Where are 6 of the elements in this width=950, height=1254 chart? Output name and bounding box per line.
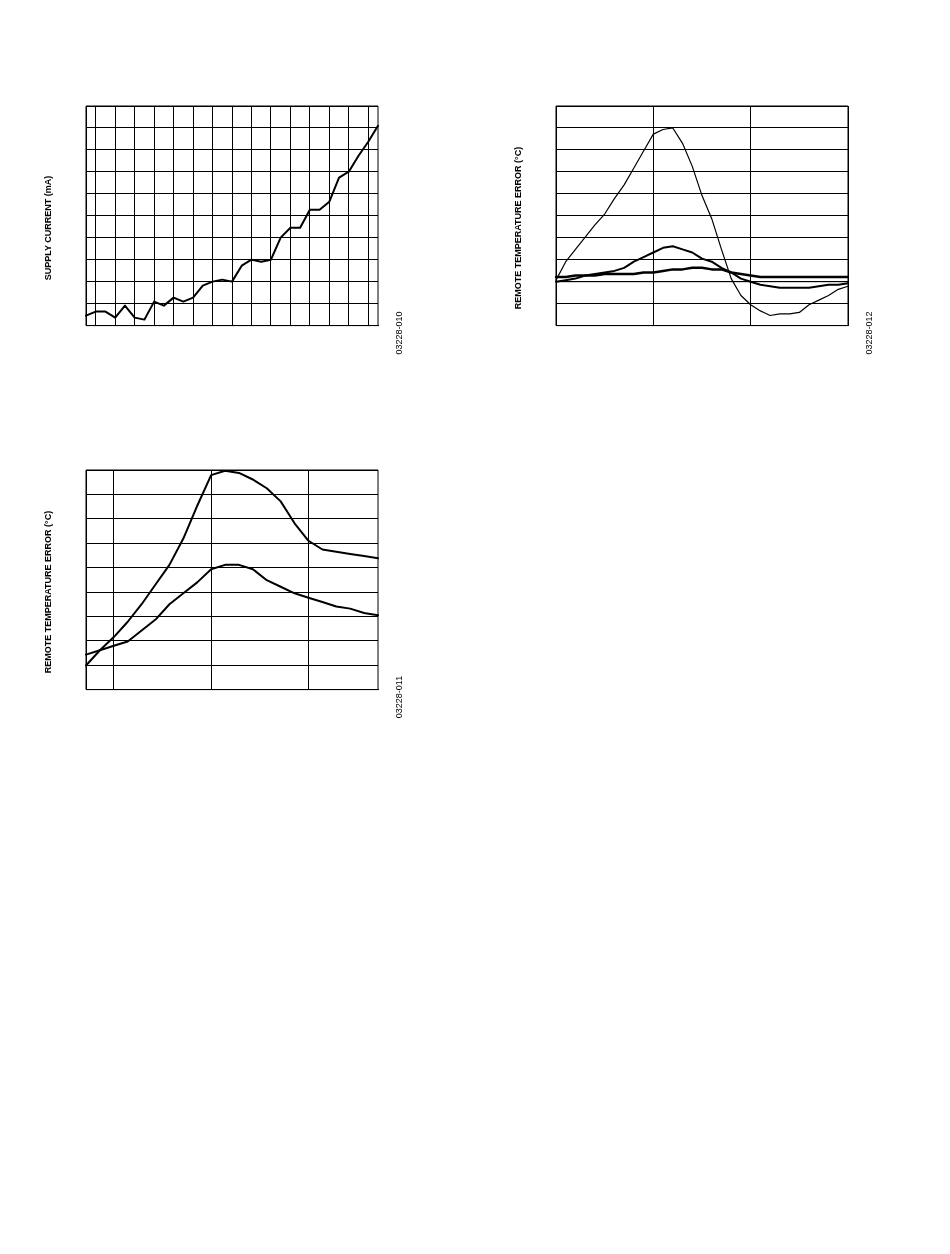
y-axis-title: SUPPLY CURRENT (mA)	[43, 175, 54, 281]
text: 03228-011	[394, 675, 404, 719]
text: 03228-010	[394, 311, 405, 355]
text: 03228-012	[864, 311, 875, 355]
y-axis-title: REMOTE TEMPERATURE ERROR (°C)	[513, 146, 523, 310]
y-axis-title: REMOTE TEMPERATURE ERROR (°C)	[43, 510, 53, 674]
